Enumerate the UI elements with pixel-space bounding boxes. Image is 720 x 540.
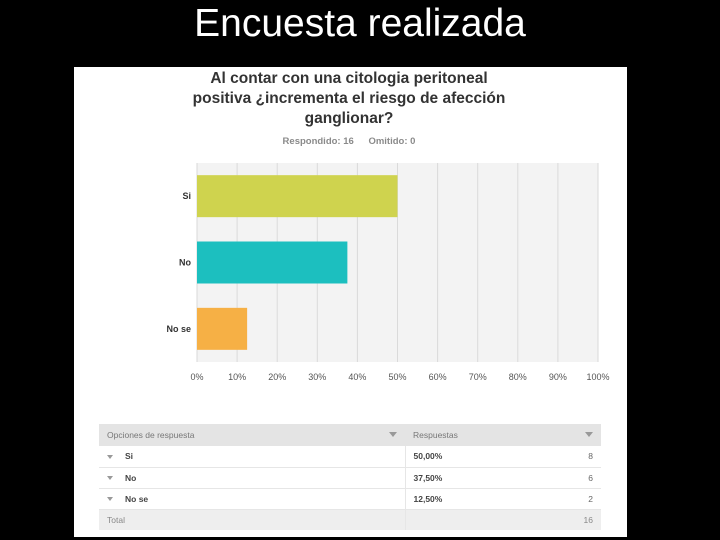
table-row: No se 12,50% 2 bbox=[99, 488, 601, 510]
option-label: Si bbox=[125, 451, 134, 462]
skipped-count: Omitido: 0 bbox=[368, 136, 416, 147]
percent-cell: 50,00% bbox=[405, 446, 545, 468]
x-tick-label: 20% bbox=[268, 372, 286, 382]
bar bbox=[197, 307, 248, 350]
header-options[interactable]: Opciones de respuesta bbox=[99, 424, 405, 446]
option-label: No se bbox=[125, 493, 149, 504]
percent-cell: 12,50% bbox=[405, 488, 545, 510]
answered-count: Respondido: 16 bbox=[282, 136, 354, 147]
survey-results-panel: Al contar con una citologia peritoneal p… bbox=[74, 67, 627, 537]
expand-caret-icon[interactable] bbox=[107, 476, 113, 481]
bar bbox=[197, 175, 398, 218]
count-cell: 6 bbox=[545, 467, 601, 489]
table-row: Si 50,00% 8 bbox=[99, 446, 601, 468]
survey-question: Al contar con una citologia peritoneal p… bbox=[74, 69, 624, 129]
bar-chart: 0% 10% 20% 30% 40% 50% 60% 70% 80% 90% 100% Si No No … bbox=[166, 163, 610, 382]
table-row: No 37,50% 6 bbox=[99, 467, 601, 489]
header-responses[interactable]: Respuestas bbox=[405, 424, 601, 446]
x-tick-label: 50% bbox=[388, 372, 406, 382]
count-cell: 8 bbox=[545, 446, 601, 468]
x-tick-label: 100% bbox=[586, 372, 609, 382]
x-tick-label: 30% bbox=[308, 372, 326, 382]
responses-table: Opciones de respuesta Respuestas Si 50,0… bbox=[99, 424, 601, 530]
header-options-label: Opciones de respuesta bbox=[107, 430, 195, 440]
slide-title: Encuesta realizada bbox=[194, 2, 526, 45]
total-count: 16 bbox=[545, 509, 601, 530]
x-tick-label: 40% bbox=[348, 372, 366, 382]
percent-cell: 37,50% bbox=[405, 467, 545, 489]
category-label: No se bbox=[166, 324, 191, 334]
sort-down-icon[interactable] bbox=[585, 432, 593, 437]
x-tick-label: 80% bbox=[509, 372, 527, 382]
x-tick-label: 90% bbox=[549, 372, 567, 382]
total-label: Total bbox=[99, 509, 406, 530]
question-line: positiva ¿incrementa el riesgo de afecci… bbox=[192, 90, 506, 107]
question-line: Al contar con una citologia peritoneal bbox=[210, 70, 488, 87]
header-responses-label: Respuestas bbox=[413, 430, 458, 440]
expand-caret-icon[interactable] bbox=[107, 497, 113, 502]
x-tick-label: 70% bbox=[469, 372, 487, 382]
table-header-row: Opciones de respuesta Respuestas bbox=[99, 424, 601, 446]
category-label: Si bbox=[182, 191, 191, 201]
total-row: Total 16 bbox=[99, 509, 601, 530]
sort-down-icon[interactable] bbox=[389, 432, 397, 437]
question-line: ganglionar? bbox=[304, 110, 394, 127]
expand-caret-icon[interactable] bbox=[107, 455, 113, 459]
count-cell: 2 bbox=[545, 488, 601, 510]
x-tick-label: 60% bbox=[429, 372, 447, 382]
bar bbox=[197, 241, 348, 284]
x-tick-label: 0% bbox=[190, 372, 203, 382]
category-label: No bbox=[179, 258, 191, 268]
option-label: No bbox=[125, 472, 137, 483]
response-meta: Respondido: 16 Omitido: 0 bbox=[74, 136, 624, 147]
x-tick-label: 10% bbox=[228, 372, 246, 382]
